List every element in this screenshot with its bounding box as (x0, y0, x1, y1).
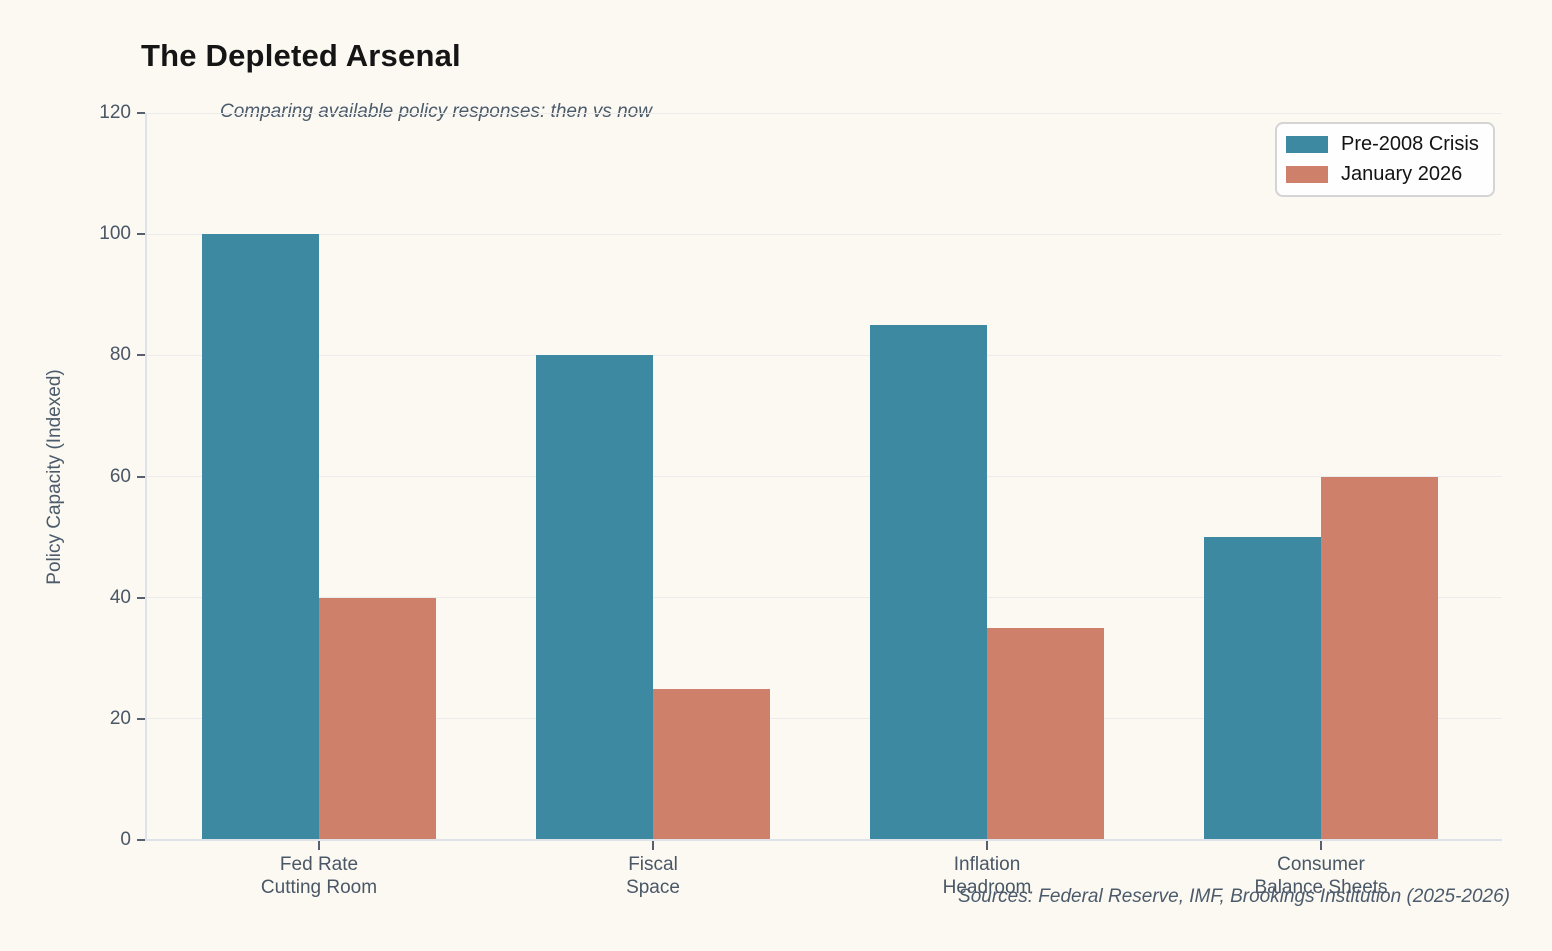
x-tick-label-fed-rate: Fed Rate Cutting Room (260, 854, 378, 898)
y-tick-120 (137, 112, 145, 114)
x-tick-consumer (1320, 841, 1322, 850)
x-tick-inflation (986, 841, 988, 850)
gridline-120 (145, 112, 1502, 114)
y-tick-label-60: 60 (109, 465, 131, 487)
y-tick-40 (137, 596, 145, 599)
legend-label-january-2026: January 2026 (1341, 163, 1463, 185)
legend-item-pre-2008-crisis: Pre-2008 Crisis (1286, 132, 1479, 157)
bar-january-2026-fiscal (653, 688, 770, 840)
x-axis-line (145, 839, 1502, 841)
bar-pre-2008-crisis-consumer (1204, 537, 1321, 840)
bar-january-2026-inflation (987, 627, 1104, 840)
bar-january-2026-consumer (1321, 476, 1438, 840)
x-tick-label-consumer: Consumer Balance Sheets (1254, 854, 1388, 898)
bar-pre-2008-crisis-inflation (870, 325, 987, 840)
y-tick-label-0: 0 (120, 829, 131, 850)
y-tick-label-80: 80 (109, 344, 131, 366)
chart-subtitle: Comparing available policy responses: th… (220, 101, 652, 122)
y-tick-80 (137, 354, 145, 357)
bar-january-2026-fed-rate (319, 597, 436, 840)
y-tick-100 (137, 233, 145, 236)
legend: Pre-2008 Crisis January 2026 (1275, 122, 1495, 197)
source-note: Sources: Federal Reserve, IMF, Brookings… (958, 886, 1510, 907)
y-tick-label-20: 20 (109, 707, 131, 729)
bar-pre-2008-crisis-fed-rate (202, 234, 319, 840)
legend-item-january-2026: January 2026 (1286, 162, 1479, 187)
legend-swatch-january-2026 (1286, 166, 1328, 183)
gridline-40 (145, 597, 1502, 599)
bar-pre-2008-crisis-fiscal (536, 355, 653, 840)
y-axis-line (145, 113, 147, 840)
y-tick-20 (137, 717, 145, 720)
gridline-20 (145, 718, 1502, 720)
x-tick-label-fiscal: Fiscal Space (626, 854, 680, 898)
y-tick-label-120: 120 (99, 102, 131, 123)
y-tick-label-40: 40 (109, 586, 131, 608)
y-tick-label-100: 100 (99, 223, 131, 245)
legend-swatch-pre-2008-crisis (1286, 136, 1328, 153)
x-tick-label-inflation: Inflation Headroom (942, 854, 1032, 898)
y-axis-title: Policy Capacity (Indexed) (44, 369, 65, 585)
y-tick-60 (137, 475, 145, 478)
x-tick-fiscal (652, 841, 654, 850)
chart-title: The Depleted Arsenal (141, 38, 461, 73)
gridline-100 (145, 233, 1502, 235)
plot-area: 0 20 40 60 80 100 120 Fed Rate Cutting Room Fisc… (99, 102, 1502, 898)
gridline-80 (145, 354, 1502, 356)
x-tick-fed-rate (318, 841, 320, 850)
legend-label-pre-2008-crisis: Pre-2008 Crisis (1341, 133, 1479, 155)
gridline-60 (145, 476, 1502, 477)
y-tick-0 (137, 839, 145, 841)
